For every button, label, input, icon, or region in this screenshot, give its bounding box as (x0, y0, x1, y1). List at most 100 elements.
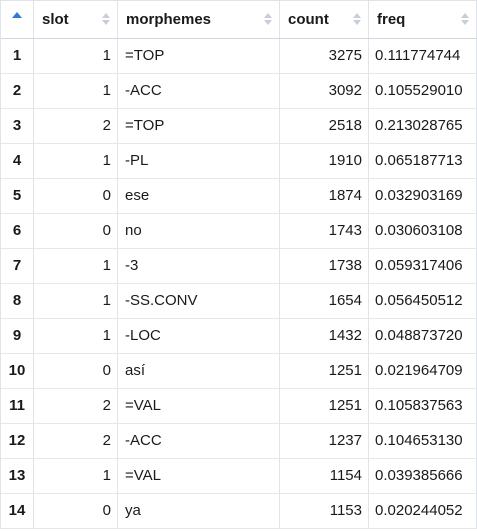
table-row: 13 1 =VAL 1154 0.039385666 (1, 459, 477, 494)
table-row: 11 2 =VAL 1251 0.105837563 (1, 389, 477, 424)
cell-morphemes: -SS.CONV (118, 284, 280, 318)
column-header-label: slot (42, 11, 69, 28)
cell-count: 1432 (280, 319, 369, 353)
column-header-label: freq (377, 11, 406, 28)
cell-freq: 0.213028765 (369, 109, 477, 143)
sort-toggle-icon[interactable] (264, 13, 272, 27)
cell-count: 3275 (280, 39, 369, 73)
cell-morphemes: -ACC (118, 74, 280, 108)
cell-slot: 1 (34, 39, 118, 73)
row-index: 6 (1, 214, 34, 248)
cell-count: 3092 (280, 74, 369, 108)
cell-slot: 2 (34, 424, 118, 458)
table-row: 6 0 no 1743 0.030603108 (1, 214, 477, 249)
cell-count: 1743 (280, 214, 369, 248)
cell-freq: 0.111774744 (369, 39, 477, 73)
row-index: 12 (1, 424, 34, 458)
cell-count: 2518 (280, 109, 369, 143)
cell-count: 1910 (280, 144, 369, 178)
cell-morphemes: -ACC (118, 424, 280, 458)
column-header-count[interactable]: count (280, 1, 369, 38)
cell-morphemes: no (118, 214, 280, 248)
cell-freq: 0.030603108 (369, 214, 477, 248)
cell-slot: 1 (34, 144, 118, 178)
cell-count: 1154 (280, 459, 369, 493)
column-header-label: morphemes (126, 11, 212, 28)
cell-count: 1251 (280, 389, 369, 423)
cell-count: 1153 (280, 494, 369, 528)
cell-freq: 0.039385666 (369, 459, 477, 493)
cell-morphemes: -3 (118, 249, 280, 283)
column-header-label: count (288, 11, 329, 28)
cell-freq: 0.105837563 (369, 389, 477, 423)
row-index: 14 (1, 494, 34, 528)
sort-toggle-icon[interactable] (102, 13, 110, 27)
cell-slot: 0 (34, 214, 118, 248)
cell-count: 1738 (280, 249, 369, 283)
table-row: 10 0 así 1251 0.021964709 (1, 354, 477, 389)
cell-morphemes: -PL (118, 144, 280, 178)
cell-slot: 0 (34, 494, 118, 528)
cell-freq: 0.032903169 (369, 179, 477, 213)
column-header-freq[interactable]: freq (369, 1, 477, 38)
cell-morphemes: =TOP (118, 39, 280, 73)
cell-slot: 0 (34, 354, 118, 388)
cell-freq: 0.021964709 (369, 354, 477, 388)
table-header: slot morphemes count freq (1, 0, 477, 39)
table-body: 1 1 =TOP 3275 0.111774744 2 1 -ACC 3092 0.1055290… (1, 39, 477, 529)
row-index: 10 (1, 354, 34, 388)
row-index: 4 (1, 144, 34, 178)
row-index: 8 (1, 284, 34, 318)
cell-slot: 1 (34, 319, 118, 353)
cell-freq: 0.056450512 (369, 284, 477, 318)
cell-freq: 0.105529010 (369, 74, 477, 108)
column-header-slot[interactable]: slot (34, 1, 118, 38)
row-index: 9 (1, 319, 34, 353)
cell-freq: 0.048873720 (369, 319, 477, 353)
cell-slot: 0 (34, 179, 118, 213)
cell-slot: 2 (34, 389, 118, 423)
cell-freq: 0.104653130 (369, 424, 477, 458)
row-index: 5 (1, 179, 34, 213)
sort-toggle-icon[interactable] (461, 13, 469, 27)
row-index: 11 (1, 389, 34, 423)
cell-slot: 1 (34, 459, 118, 493)
table-row: 8 1 -SS.CONV 1654 0.056450512 (1, 284, 477, 319)
table-row: 5 0 ese 1874 0.032903169 (1, 179, 477, 214)
cell-morphemes: =VAL (118, 459, 280, 493)
cell-freq: 0.065187713 (369, 144, 477, 178)
cell-slot: 1 (34, 74, 118, 108)
row-index: 13 (1, 459, 34, 493)
column-header-morphemes[interactable]: morphemes (118, 1, 280, 38)
table-row: 1 1 =TOP 3275 0.111774744 (1, 39, 477, 74)
row-index: 7 (1, 249, 34, 283)
row-index: 3 (1, 109, 34, 143)
table-row: 12 2 -ACC 1237 0.104653130 (1, 424, 477, 459)
cell-count: 1874 (280, 179, 369, 213)
sort-toggle-icon[interactable] (353, 13, 361, 27)
cell-morphemes: así (118, 354, 280, 388)
cell-morphemes: =VAL (118, 389, 280, 423)
row-index: 2 (1, 74, 34, 108)
column-header-index[interactable] (1, 1, 34, 38)
cell-morphemes: ese (118, 179, 280, 213)
cell-slot: 1 (34, 249, 118, 283)
cell-freq: 0.020244052 (369, 494, 477, 528)
cell-count: 1654 (280, 284, 369, 318)
table-row: 9 1 -LOC 1432 0.048873720 (1, 319, 477, 354)
cell-slot: 2 (34, 109, 118, 143)
sort-ascending-icon[interactable] (12, 12, 22, 19)
cell-morphemes: =TOP (118, 109, 280, 143)
cell-count: 1251 (280, 354, 369, 388)
table-row: 7 1 -3 1738 0.059317406 (1, 249, 477, 284)
row-index: 1 (1, 39, 34, 73)
cell-freq: 0.059317406 (369, 249, 477, 283)
cell-count: 1237 (280, 424, 369, 458)
cell-slot: 1 (34, 284, 118, 318)
cell-morphemes: ya (118, 494, 280, 528)
table-row: 4 1 -PL 1910 0.065187713 (1, 144, 477, 179)
table-row: 14 0 ya 1153 0.020244052 (1, 494, 477, 529)
table-row: 2 1 -ACC 3092 0.105529010 (1, 74, 477, 109)
cell-morphemes: -LOC (118, 319, 280, 353)
